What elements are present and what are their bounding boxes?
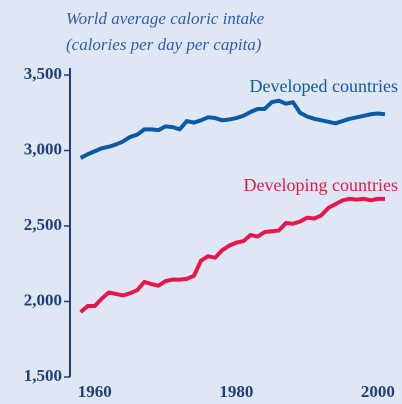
y-tick-label: 2,000 bbox=[24, 290, 62, 309]
chart-subtitle: (calories per day per capita) bbox=[66, 35, 262, 54]
series-line bbox=[79, 196, 386, 314]
chart-title: World average caloric intake bbox=[66, 9, 265, 28]
x-tick-label: 1960 bbox=[78, 382, 112, 401]
series-label: Developing countries bbox=[244, 175, 398, 195]
y-tick-label: 3,500 bbox=[24, 64, 62, 83]
y-tick-label: 2,500 bbox=[24, 215, 62, 234]
y-tick-label: 1,500 bbox=[24, 366, 62, 385]
y-tick-label: 3,000 bbox=[24, 139, 62, 158]
series-label: Developed countries bbox=[250, 76, 398, 96]
x-tick-label: 1980 bbox=[219, 382, 253, 401]
x-tick-label: 2000 bbox=[361, 382, 395, 401]
series-line bbox=[79, 98, 386, 160]
